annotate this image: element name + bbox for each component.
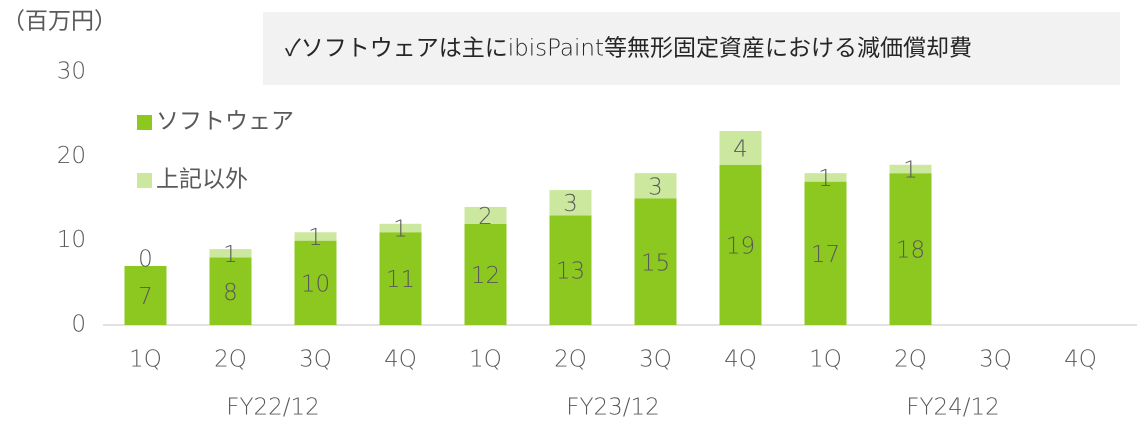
x-tick-label: 1Q	[469, 347, 502, 373]
bar-segment	[464, 223, 507, 325]
y-tick-label: 20	[57, 143, 86, 169]
y-tick-label: 10	[57, 227, 86, 253]
data-label: 7	[138, 284, 153, 310]
bar-segment	[209, 249, 252, 258]
x-tick-label: 3Q	[639, 347, 672, 373]
bar-segment	[719, 131, 762, 165]
legend-swatch	[137, 115, 152, 130]
data-label: 4	[733, 136, 748, 162]
group-label: FY24/12	[906, 395, 1000, 421]
group-label: FY23/12	[566, 395, 660, 421]
x-tick-label: 1Q	[129, 347, 162, 373]
bar-segment	[464, 206, 507, 224]
bar-segment	[634, 198, 677, 325]
data-label: 15	[641, 250, 670, 276]
x-tick-label: 3Q	[979, 347, 1012, 373]
legend-label: ソフトウェア	[156, 109, 294, 135]
x-tick-label: 4Q	[724, 347, 757, 373]
data-label: 0	[138, 246, 153, 272]
data-label: 1	[818, 166, 833, 192]
x-tick-label: 2Q	[214, 347, 247, 373]
bar-segment	[549, 215, 592, 325]
legend-label: 上記以外	[156, 167, 248, 193]
data-label: 8	[223, 280, 238, 306]
x-tick-label: 4Q	[384, 347, 417, 373]
legend-swatch	[137, 173, 152, 188]
data-label: 2	[478, 204, 493, 230]
data-label: 10	[301, 271, 330, 297]
data-label: 1	[903, 157, 918, 183]
data-label: 1	[393, 217, 408, 243]
bar-segment	[209, 257, 252, 325]
data-label: 1	[308, 225, 323, 251]
data-label: 19	[726, 233, 755, 259]
bar-segment	[804, 181, 847, 325]
data-label: 11	[386, 267, 415, 293]
data-label: 1	[223, 242, 238, 268]
x-tick-label: 1Q	[809, 347, 842, 373]
y-tick-label: 30	[57, 59, 86, 85]
x-tick-label: 3Q	[299, 347, 332, 373]
annotation: ✓ソフトウェアは主にibisPaint等無形固定資産における減価償却費	[285, 36, 972, 62]
data-label: 13	[556, 259, 585, 285]
group-label: FY22/12	[226, 395, 320, 421]
annotation-box	[263, 12, 1120, 85]
bar-segment	[379, 223, 422, 233]
bar-segment	[379, 232, 422, 325]
bar-segment	[634, 173, 677, 199]
bar-segment	[294, 240, 337, 325]
bar-segment	[294, 232, 337, 241]
x-tick-label: 2Q	[554, 347, 587, 373]
data-label: 18	[896, 238, 925, 264]
data-label: 3	[563, 191, 578, 217]
bar-segment	[804, 173, 847, 182]
y-tick-label: 0	[71, 312, 86, 338]
data-label: 3	[648, 174, 663, 200]
x-tick-label: 2Q	[894, 347, 927, 373]
x-tick-label: 4Q	[1064, 347, 1097, 373]
unit-label: （百万円）	[2, 9, 117, 35]
bar-segment	[549, 190, 592, 216]
data-label: 12	[471, 263, 500, 289]
bar-segment	[889, 164, 932, 174]
data-label: 17	[811, 242, 840, 268]
bar-segment	[124, 265, 167, 325]
bar-segment	[889, 173, 932, 325]
bar-segment	[719, 164, 762, 325]
